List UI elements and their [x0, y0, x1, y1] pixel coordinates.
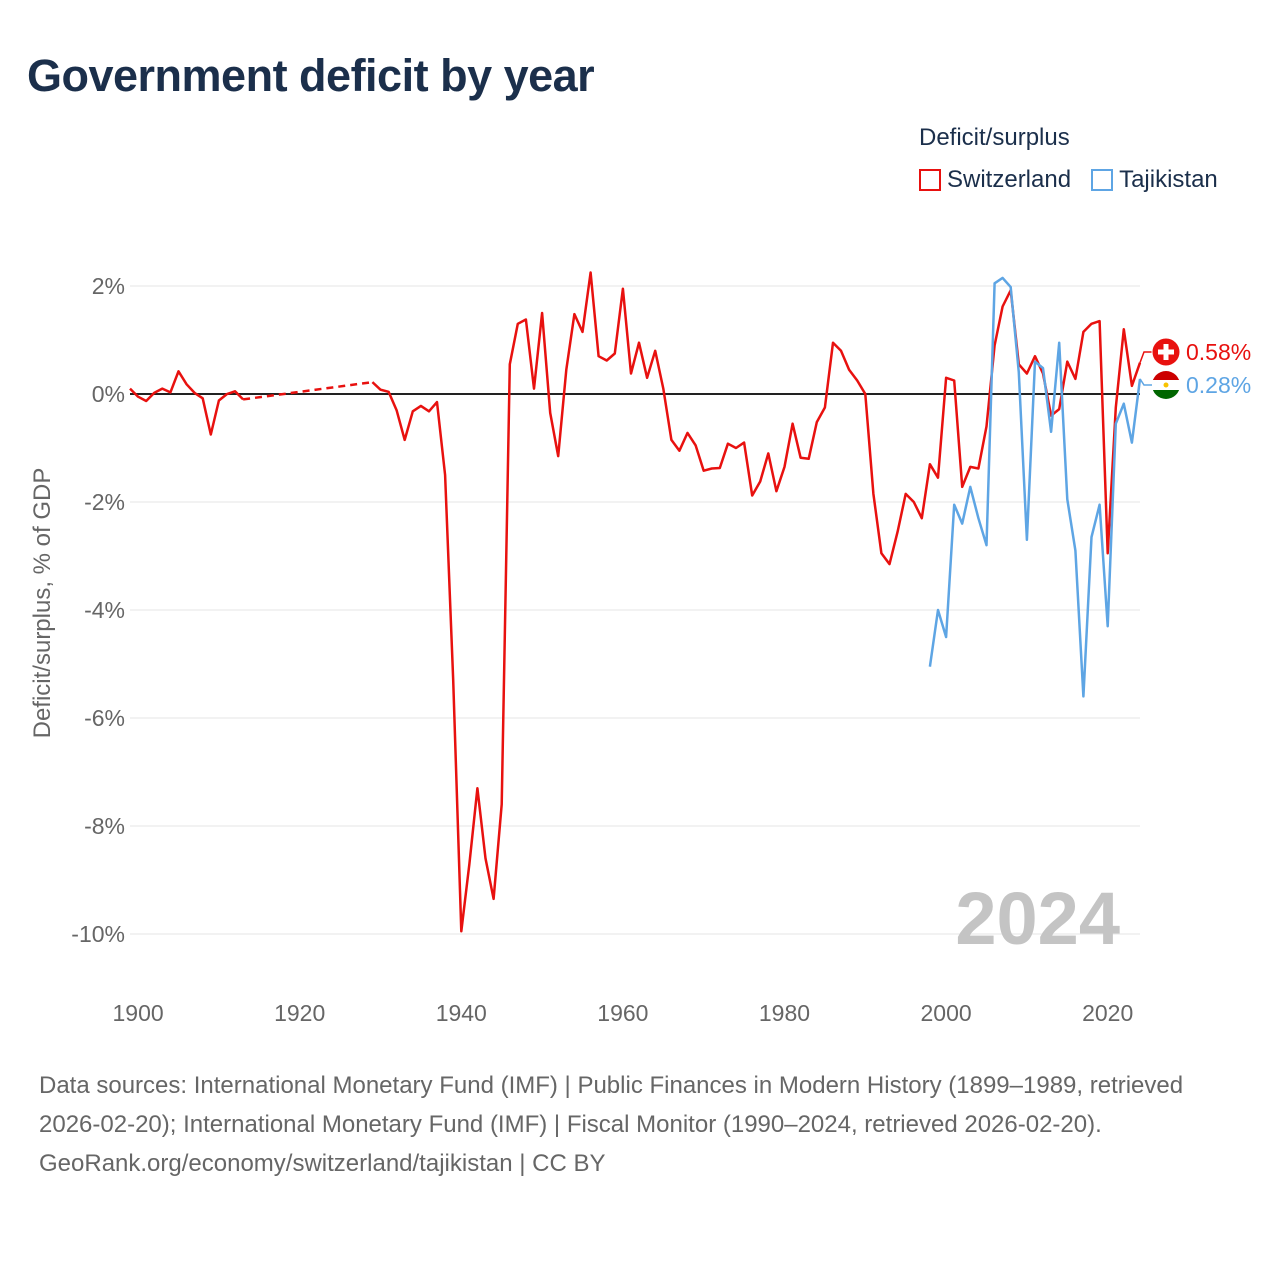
legend-swatch-switzerland	[919, 169, 941, 191]
x-tick-label: 1920	[274, 1000, 325, 1026]
series-gap-switzerland	[242, 380, 373, 401]
y-axis-ticks: 2% 0% -2% -4% -6% -8% -10%	[71, 273, 125, 947]
series-line-tajikistan[interactable]	[928, 276, 1142, 698]
y-tick-label: -8%	[84, 813, 125, 839]
y-tick-label: 0%	[92, 381, 125, 407]
x-axis-ticks: 1900 1920 1940 1960 1980 2000 2020	[112, 1000, 1133, 1026]
series-line-switzerland[interactable]	[371, 271, 1142, 933]
end-label-tajikistan: 0.28%	[1186, 372, 1251, 398]
y-tick-label: -4%	[84, 597, 125, 623]
series-line-switzerland[interactable]	[129, 370, 244, 436]
connector-switzerland	[1139, 351, 1152, 363]
x-tick-label: 1900	[112, 1000, 163, 1026]
x-tick-label: 2000	[920, 1000, 971, 1026]
data-sources: Data sources: International Monetary Fun…	[39, 1072, 1184, 1138]
end-labels: 0.58% 0.28%	[1139, 337, 1251, 399]
y-tick-label: -10%	[71, 921, 125, 947]
line-chart: 2% 0% -2% -4% -6% -8% -10% 1900 1920 1940 1960 198…	[29, 271, 1251, 1026]
chart-title: Government deficit by year	[27, 50, 595, 101]
series-lines	[129, 271, 1142, 933]
legend-item-switzerland[interactable]: Switzerland	[919, 166, 1071, 194]
tajikistan-flag-icon	[1152, 371, 1180, 399]
y-tick-label: -2%	[84, 489, 125, 515]
credit-link[interactable]: GeoRank.org/economy/switzerland/tajikist…	[39, 1150, 606, 1177]
legend-swatch-tajikistan	[1091, 169, 1114, 191]
footer: Data sources: International Monetary Fun…	[39, 1066, 1239, 1183]
connector-tajikistan	[1139, 378, 1152, 386]
legend-item-tajikistan[interactable]: Tajikistan	[1091, 166, 1218, 194]
legend-title: Deficit/surplus	[919, 124, 1070, 151]
end-label-switzerland: 0.58%	[1186, 339, 1251, 365]
legend-label-switzerland: Switzerland	[947, 166, 1072, 193]
legend-label-tajikistan: Tajikistan	[1119, 166, 1218, 193]
y-tick-label: 2%	[92, 273, 125, 299]
x-tick-label: 1940	[436, 1000, 487, 1026]
x-tick-label: 1980	[759, 1000, 810, 1026]
y-tick-label: -6%	[84, 705, 125, 731]
x-tick-label: 2020	[1082, 1000, 1133, 1026]
x-tick-label: 1960	[597, 1000, 648, 1026]
year-watermark: 2024	[955, 877, 1120, 960]
grid-lines	[130, 285, 1140, 935]
legend: Switzerland Tajikistan	[919, 166, 1218, 194]
y-axis-label: Deficit/surplus, % of GDP	[29, 468, 56, 739]
switzerland-flag-icon	[1151, 337, 1181, 367]
